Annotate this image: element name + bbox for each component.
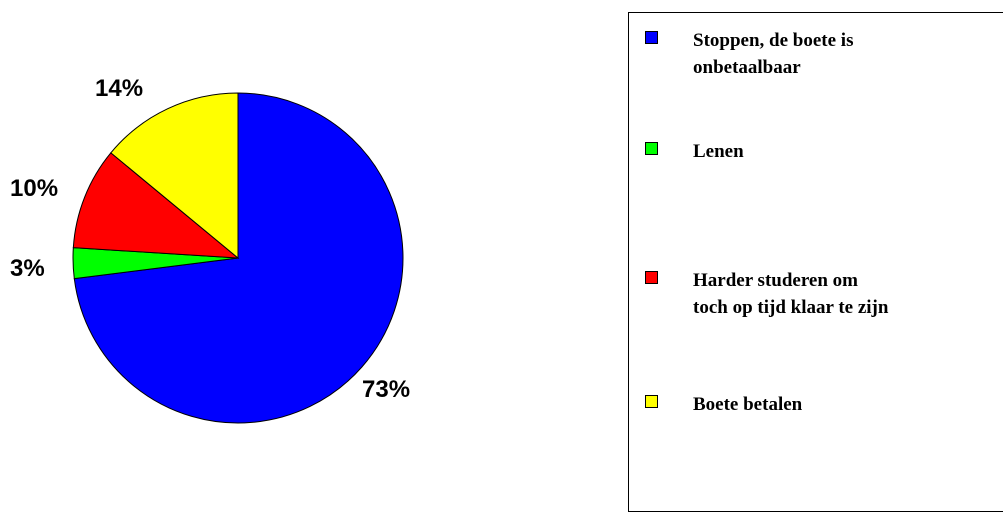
legend: Stoppen, de boete is onbetaalbaar Lenen H… [628, 12, 1003, 512]
legend-label: Stoppen, de boete is onbetaalbaar [693, 30, 854, 78]
pie-slice-4 [110, 92, 239, 260]
legend-label: Boete betalen [693, 394, 803, 415]
slice-percent-label: 10% [10, 175, 58, 202]
legend-swatch [645, 31, 658, 44]
pie-chart: 73% 3% 10% 14% [10, 75, 410, 424]
slice-percent-label: 3% [10, 255, 45, 282]
legend-label: Harder studeren om toch op tijd klaar te… [693, 270, 889, 318]
legend-swatch [645, 142, 658, 155]
legend-swatch [645, 271, 658, 284]
legend-swatch [645, 395, 658, 408]
pie-labels: 73% 3% 10% 14% [10, 75, 410, 403]
pie-slice-3 [72, 152, 240, 259]
pie-slices [72, 92, 404, 424]
slice-percent-label: 73% [362, 376, 410, 403]
slice-percent-label: 14% [95, 75, 143, 102]
legend-label: Lenen [693, 141, 744, 162]
